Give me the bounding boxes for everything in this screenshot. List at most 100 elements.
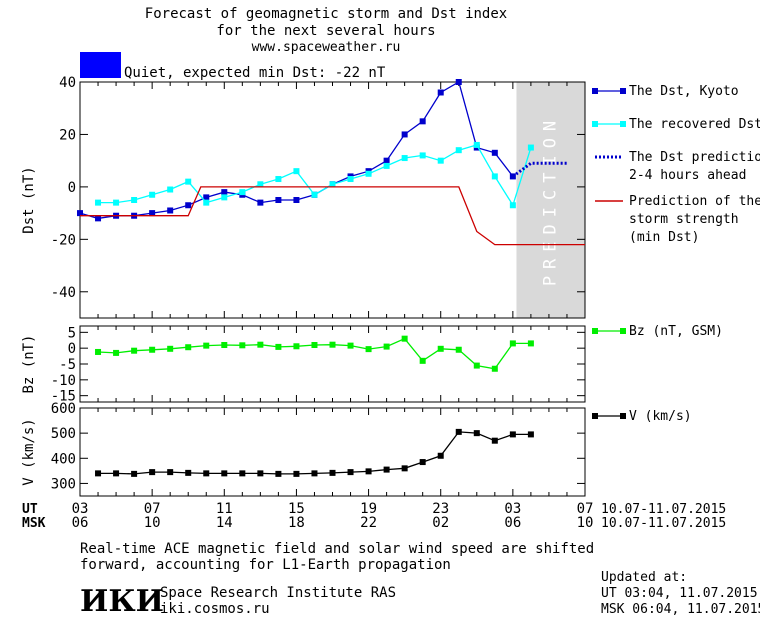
- y-tick-label: 0: [68, 341, 76, 357]
- data-point: [347, 176, 354, 183]
- data-point: [311, 342, 318, 348]
- data-point: [437, 452, 444, 459]
- data-point: [329, 469, 336, 476]
- data-point: [437, 345, 444, 352]
- legend-marker: [592, 413, 598, 419]
- ut-tick-label: 11: [216, 501, 233, 517]
- y-tick-label: 300: [51, 476, 76, 492]
- status-text: Quiet, expected min Dst: -22 nT: [124, 65, 386, 81]
- legend-marker: [592, 121, 598, 127]
- data-point: [455, 346, 462, 353]
- data-point: [509, 431, 516, 438]
- data-point: [419, 459, 426, 466]
- data-point: [131, 347, 138, 354]
- data-point: [257, 470, 264, 477]
- data-point: [149, 191, 156, 198]
- data-point: [473, 141, 480, 148]
- data-point: [455, 79, 462, 85]
- data-point: [491, 149, 498, 156]
- y-tick-label: 600: [51, 401, 76, 417]
- data-point: [455, 428, 462, 435]
- data-point: [167, 469, 174, 476]
- msk-tick-label: 06: [72, 515, 89, 531]
- data-point: [401, 131, 408, 138]
- data-point: [185, 469, 192, 476]
- data-point: [419, 357, 426, 364]
- ut-range: 10.07-11.07.2015: [601, 502, 726, 517]
- data-point: [203, 194, 210, 201]
- data-point: [203, 199, 210, 206]
- data-point: [239, 342, 246, 349]
- legend-marker: [620, 88, 626, 94]
- note-line2: forward, accounting for L1-Earth propaga…: [80, 557, 451, 573]
- y-axis-label: V (km/s): [21, 418, 37, 485]
- data-point: [239, 470, 246, 477]
- data-point: [365, 346, 372, 353]
- data-point: [77, 210, 83, 217]
- y-tick-label: -40: [51, 285, 76, 301]
- institute-name[interactable]: Space Research Institute RAS: [160, 585, 396, 601]
- legend-label: Bz (nT, GSM): [629, 324, 723, 339]
- msk-tick-label: 10: [144, 515, 161, 531]
- data-point: [221, 470, 228, 477]
- prediction-label: PREDICTION: [541, 114, 561, 286]
- y-tick-label: 0: [68, 180, 76, 196]
- ut-tick-label: 15: [288, 501, 305, 517]
- y-tick-label: 20: [59, 127, 76, 143]
- data-point: [473, 362, 480, 369]
- bz-panel: 50-5-10-15 Bz (nT) Bz (nT, GSM): [21, 324, 723, 405]
- website-url: www.spaceweather.ru: [252, 40, 401, 55]
- y-tick-label: -5: [59, 357, 76, 373]
- ut-tick-label: 03: [72, 501, 89, 517]
- data-point: [275, 470, 282, 477]
- y-tick-label: 400: [51, 451, 76, 467]
- legend-label: (min Dst): [629, 230, 699, 245]
- data-point: [221, 189, 228, 196]
- status-color-box: [80, 52, 121, 78]
- data-point: [149, 346, 156, 353]
- legend-label: The Dst prediction: [629, 150, 760, 165]
- data-point: [365, 468, 372, 475]
- msk-tick-label: 22: [360, 515, 377, 531]
- data-point: [221, 194, 228, 201]
- updated-ut: UT 03:04, 11.07.2015: [601, 586, 758, 601]
- data-point: [437, 89, 444, 96]
- data-point: [203, 470, 210, 477]
- legend-label: storm strength: [629, 212, 739, 227]
- institute-url[interactable]: iki.cosmos.ru: [160, 601, 270, 617]
- title-line2: for the next several hours: [216, 23, 435, 39]
- data-point: [329, 181, 336, 188]
- y-tick-label: 5: [68, 325, 76, 341]
- data-point: [185, 178, 192, 185]
- panel-frame: [79, 325, 586, 403]
- data-point: [221, 342, 228, 348]
- data-point: [311, 191, 318, 198]
- data-point: [275, 343, 282, 350]
- data-point: [185, 344, 192, 351]
- data-point: [149, 469, 156, 476]
- y-tick-label: 40: [59, 75, 76, 91]
- data-point: [275, 176, 282, 183]
- legend-label: 2-4 hours ahead: [629, 168, 746, 183]
- data-point: [167, 345, 174, 352]
- data-point: [203, 342, 210, 349]
- legend-marker: [620, 413, 626, 419]
- y-axis-label: Dst (nT): [21, 166, 37, 233]
- series-line: [80, 186, 585, 246]
- legend-label: Prediction of the: [629, 194, 760, 209]
- data-point: [527, 340, 534, 347]
- updated-label: Updated at:: [601, 570, 687, 585]
- data-point: [185, 202, 192, 209]
- title-line1: Forecast of geomagnetic storm and Dst in…: [145, 6, 507, 22]
- data-point: [491, 437, 498, 444]
- legend-marker: [620, 328, 626, 334]
- y-tick-label: -20: [51, 232, 76, 248]
- msk-tick-label: 14: [216, 515, 233, 531]
- data-point: [257, 181, 264, 188]
- data-point: [257, 199, 264, 206]
- series-line: [98, 431, 531, 475]
- note-line1: Real-time ACE magnetic field and solar w…: [80, 541, 594, 557]
- series-line: [512, 161, 567, 178]
